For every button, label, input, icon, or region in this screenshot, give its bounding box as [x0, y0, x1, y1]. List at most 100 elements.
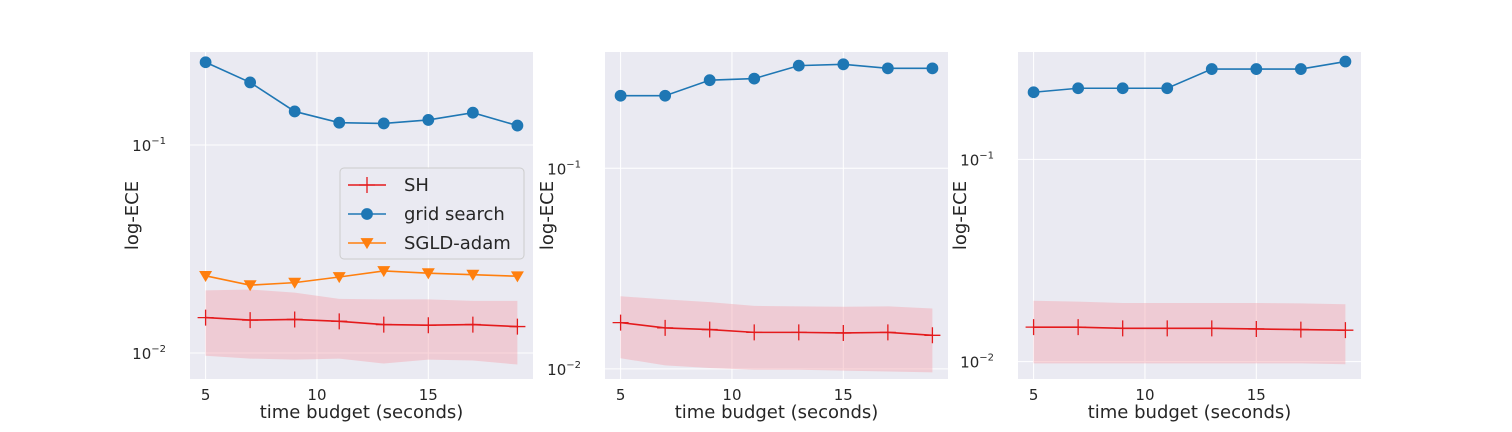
chart-panel-2: 5 10 15 10−2 10−1 time budget (seconds) log-EC…: [537, 52, 948, 423]
chart-panel-3: 5 10 15 10−2 10−1 time budget (seconds) log-EC…: [950, 52, 1361, 423]
data-point-grid: [1294, 63, 1307, 75]
legend: SH grid search SGLD-adam: [339, 167, 525, 260]
data-point-sh: [790, 324, 807, 341]
legend-box: [339, 167, 525, 260]
x-axis-label: time budget (seconds): [675, 402, 879, 423]
data-point-grid: [1072, 82, 1085, 95]
series-line-grid: [1033, 60, 1346, 94]
data-point-sh: [612, 314, 629, 331]
y-axis-label: log-ECE: [537, 181, 558, 250]
data-point-grid: [466, 106, 479, 119]
series-line-grid: [205, 61, 518, 127]
data-point-sh: [1203, 320, 1220, 337]
x-tick-label: 10: [1135, 386, 1154, 404]
data-point-grid: [792, 59, 805, 72]
series-grid: [1027, 55, 1352, 99]
legend-label-grid: grid search: [404, 204, 505, 225]
legend-label-sh: SH: [404, 175, 429, 196]
series-grid: [614, 58, 939, 102]
data-point-sh: [1070, 319, 1087, 336]
confidence-band-sh: [620, 296, 933, 373]
data-point-sh: [1337, 322, 1354, 339]
data-point-grid: [1339, 55, 1352, 68]
data-point-sh: [1025, 319, 1042, 336]
data-point-grid: [1205, 63, 1218, 75]
x-tick-label: 5: [616, 386, 626, 404]
data-point-sgld: [421, 268, 435, 280]
data-point-sgld: [199, 270, 213, 283]
series-line-grid: [620, 63, 933, 97]
data-point-sh: [746, 324, 763, 341]
data-point-sh: [242, 312, 259, 329]
data-point-sh: [924, 327, 941, 344]
data-point-grid: [659, 89, 672, 102]
confidence-band-sh: [205, 289, 518, 365]
series-sh: [1025, 300, 1354, 365]
data-point-sh: [1248, 320, 1265, 337]
data-point-grid: [199, 56, 212, 69]
data-point-grid: [703, 74, 716, 87]
series-sh: [612, 296, 941, 373]
data-point-sgld: [243, 280, 257, 292]
y-tick-label: 10−1: [960, 150, 994, 169]
data-point-grid: [1250, 63, 1263, 75]
data-point-grid: [422, 114, 435, 126]
data-point-grid: [926, 62, 939, 75]
x-tick-label: 5: [201, 386, 211, 404]
chart-panel-1: 5 10 15 10−2 10−1 time budget (seconds) log-EC…: [122, 52, 533, 423]
legend-label-sgld: SGLD-adam: [404, 233, 511, 254]
x-tick-label: 15: [419, 386, 438, 404]
y-tick-label: 10−2: [960, 353, 994, 372]
y-tick-label: 10−2: [547, 360, 581, 379]
x-axis-label: time budget (seconds): [260, 402, 464, 423]
data-point-sh: [879, 324, 896, 341]
data-point-sh: [197, 309, 214, 326]
data-point-sh: [331, 313, 348, 330]
series-grid: [199, 56, 524, 132]
series-line-sgld: [205, 270, 518, 286]
data-point-sgld: [466, 269, 480, 281]
y-axis-label: log-ECE: [950, 181, 971, 250]
legend-marker-grid: [361, 208, 373, 220]
data-point-sh: [464, 316, 481, 333]
data-point-sgld: [510, 271, 524, 283]
series-sgld: [199, 266, 524, 292]
x-tick-label: 10: [307, 386, 326, 404]
data-point-grid: [511, 119, 524, 132]
data-point-sh: [1159, 320, 1176, 337]
data-point-grid: [881, 62, 894, 75]
y-axis-label: log-ECE: [122, 181, 143, 250]
data-point-grid: [837, 58, 850, 71]
legend-marker-sh: [359, 177, 375, 193]
confidence-band-sh: [1033, 300, 1346, 365]
x-tick-label: 15: [1247, 386, 1266, 404]
data-point-grid: [1027, 86, 1040, 99]
y-tick-label: 10−1: [132, 136, 166, 155]
plot-area: [1018, 52, 1361, 379]
data-point-grid: [1116, 82, 1129, 95]
data-point-sh: [509, 318, 526, 335]
x-tick-label: 5: [1029, 386, 1039, 404]
data-point-sgld: [332, 272, 346, 284]
data-point-sh: [701, 321, 718, 338]
plot-area: [605, 52, 948, 379]
data-point-grid: [748, 72, 761, 85]
data-point-sgld: [288, 277, 302, 289]
x-tick-label: 15: [834, 386, 853, 404]
data-point-sh: [286, 311, 303, 328]
y-tick-label: 10−2: [132, 344, 166, 363]
data-point-sh: [1292, 321, 1309, 338]
data-point-grid: [244, 76, 257, 89]
data-point-grid: [614, 89, 627, 102]
x-axis-label: time budget (seconds): [1088, 402, 1292, 423]
data-point-sh: [375, 316, 392, 333]
x-tick-label: 10: [722, 386, 741, 404]
data-point-grid: [288, 105, 301, 118]
data-point-grid: [1161, 82, 1174, 95]
legend-marker-sgld: [360, 238, 374, 250]
y-tick-label: 10−1: [547, 159, 581, 178]
series-sh: [197, 289, 526, 365]
data-point-sh: [1114, 320, 1131, 337]
data-point-grid: [377, 117, 390, 130]
data-point-sh: [420, 317, 437, 334]
